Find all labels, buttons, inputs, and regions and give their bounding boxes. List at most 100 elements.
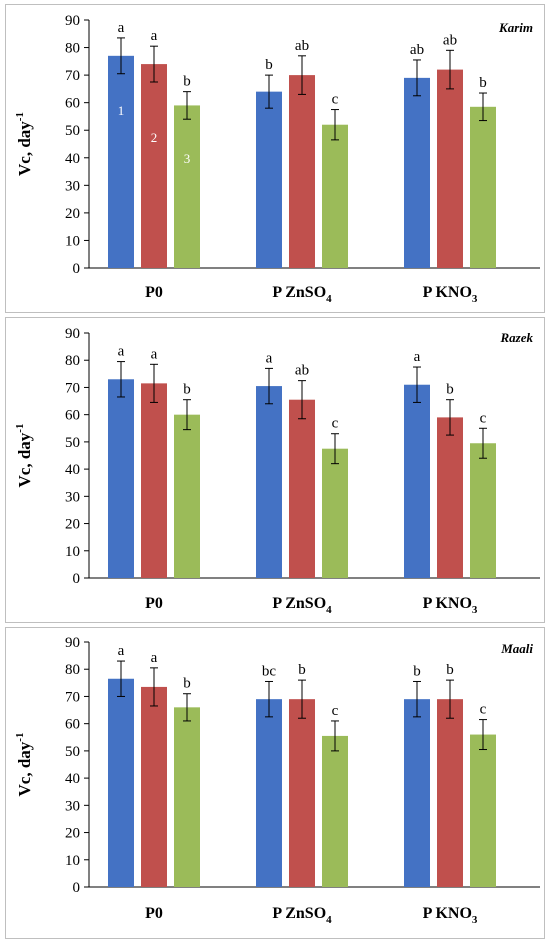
- y-tick-label: 60: [65, 96, 80, 112]
- category-label-subscript: 4: [326, 914, 332, 926]
- bar-s2-g3: [437, 69, 463, 268]
- significance-letter: b: [183, 676, 191, 692]
- category-label-subscript: 4: [326, 293, 332, 305]
- category-label: P ZnSO4: [272, 595, 332, 616]
- y-axis-label: Vc, day-1: [14, 733, 34, 797]
- y-axis-label: Vc, day-1: [14, 424, 34, 488]
- significance-letter: a: [151, 650, 158, 666]
- significance-letter: b: [265, 57, 273, 73]
- significance-letter: a: [266, 350, 273, 366]
- y-tick-label: 40: [65, 771, 80, 787]
- bar-s3-g3: [470, 106, 496, 268]
- category-label-text: P KNO: [423, 284, 472, 301]
- significance-letter: a: [118, 344, 125, 360]
- y-axis-label-superscript: -1: [14, 733, 26, 742]
- significance-letter: ab: [295, 38, 309, 54]
- y-axis-label-text: Vc, day: [15, 432, 34, 487]
- category-label-text: P KNO: [423, 905, 472, 922]
- category-label: P KNO3: [423, 284, 478, 305]
- significance-letter: b: [183, 382, 191, 398]
- significance-letter: b: [446, 382, 454, 398]
- y-tick-label: 50: [65, 435, 80, 451]
- bar-s3-g1: [174, 414, 200, 578]
- bar-s2-g1: [141, 64, 167, 268]
- bar-s1-g3: [404, 699, 430, 887]
- y-axis-label: Vc, day-1: [14, 112, 34, 176]
- bar-s2-g1: [141, 686, 167, 887]
- y-tick-label: 60: [65, 408, 80, 424]
- category-label-text: P0: [145, 595, 163, 612]
- y-tick-label: 70: [65, 380, 80, 396]
- y-tick-label: 60: [65, 717, 80, 733]
- bar-series-number: 1: [118, 103, 125, 118]
- y-tick-label: 90: [65, 635, 80, 651]
- bar-s2-g2: [289, 75, 315, 268]
- y-tick-label: 10: [65, 853, 80, 869]
- bar-s1-g3: [404, 77, 430, 268]
- category-label-subscript: 3: [472, 293, 478, 305]
- bar-series-number: 2: [151, 130, 158, 145]
- significance-letter: bc: [262, 663, 277, 679]
- significance-letter: ab: [410, 42, 424, 58]
- category-label-subscript: 4: [326, 604, 332, 616]
- category-label-text: P KNO: [423, 595, 472, 612]
- bar-s1-g1: [108, 678, 134, 887]
- bar-s3-g2: [322, 448, 348, 578]
- y-tick-label: 40: [65, 462, 80, 478]
- bar-s2-g3: [437, 417, 463, 578]
- y-tick-label: 80: [65, 662, 80, 678]
- y-tick-label: 50: [65, 744, 80, 760]
- significance-letter: b: [479, 75, 487, 91]
- significance-letter: b: [446, 662, 454, 678]
- panel-title: Razek: [500, 330, 534, 345]
- y-tick-label: 20: [65, 826, 80, 842]
- bar-series-number: 3: [184, 151, 191, 166]
- significance-letter: a: [118, 643, 125, 659]
- bar-s1-g2: [256, 699, 282, 887]
- y-tick-label: 40: [65, 151, 80, 167]
- bar-s1-g1: [108, 379, 134, 578]
- y-tick-label: 10: [65, 544, 80, 560]
- category-label-subscript: 3: [472, 604, 478, 616]
- significance-letter: c: [332, 92, 339, 108]
- category-label-text: P ZnSO: [272, 905, 326, 922]
- significance-letter: a: [414, 349, 421, 365]
- category-label-text: P0: [145, 905, 163, 922]
- y-tick-label: 80: [65, 41, 80, 57]
- y-axis-label-superscript: -1: [14, 112, 26, 121]
- y-axis-label-text: Vc, day: [15, 121, 34, 176]
- significance-letter: c: [332, 416, 339, 432]
- y-tick-label: 0: [73, 261, 81, 277]
- panel-title: Karim: [498, 20, 533, 35]
- category-label: P ZnSO4: [272, 284, 332, 305]
- category-label: P0: [145, 284, 163, 301]
- y-tick-label: 0: [73, 880, 81, 896]
- significance-letter: b: [413, 663, 421, 679]
- panel-title: Maali: [500, 641, 533, 656]
- bar-s2-g2: [289, 399, 315, 578]
- y-tick-label: 50: [65, 123, 80, 139]
- category-label-text: P ZnSO: [272, 595, 326, 612]
- significance-letter: c: [480, 702, 487, 718]
- significance-letter: a: [118, 20, 125, 36]
- significance-letter: a: [151, 28, 158, 44]
- significance-letter: a: [151, 346, 158, 362]
- y-tick-label: 10: [65, 233, 80, 249]
- y-tick-label: 30: [65, 798, 80, 814]
- bar-s2-g3: [437, 699, 463, 887]
- bar-s3-g2: [322, 124, 348, 268]
- bar-s2-g1: [141, 383, 167, 578]
- category-label: P0: [145, 595, 163, 612]
- y-tick-label: 70: [65, 689, 80, 705]
- y-tick-label: 30: [65, 489, 80, 505]
- significance-letter: c: [332, 703, 339, 719]
- bar-s3-g3: [470, 443, 496, 578]
- y-tick-label: 70: [65, 68, 80, 84]
- y-tick-label: 80: [65, 353, 80, 369]
- bar-s3-g2: [322, 735, 348, 887]
- category-label: P0: [145, 905, 163, 922]
- y-tick-label: 0: [73, 571, 81, 587]
- bar-s1-g3: [404, 384, 430, 578]
- bar-s2-g2: [289, 699, 315, 887]
